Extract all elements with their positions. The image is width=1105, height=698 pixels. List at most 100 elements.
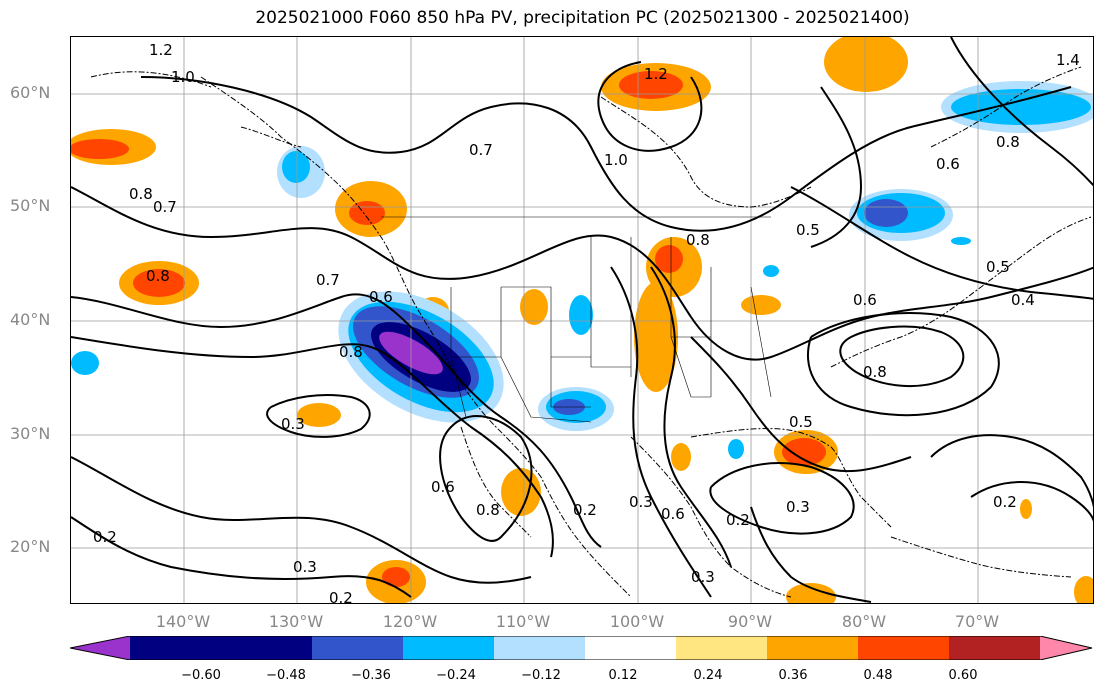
contour-label: 1.2 — [149, 41, 173, 59]
political-borders — [381, 216, 772, 423]
longitude-label: 130°W — [268, 612, 324, 631]
colorbar-tick: 0.12 — [608, 668, 638, 683]
shade-positive-strong — [619, 71, 683, 99]
colorbar-segment — [585, 636, 676, 660]
contour-label: 0.3 — [691, 568, 715, 586]
shade-negative-mid — [864, 199, 908, 227]
contour-label: 0.8 — [686, 231, 710, 249]
colorbar-segment — [130, 636, 221, 660]
contour-label: 0.8 — [339, 343, 363, 361]
colorbar-segment — [1040, 636, 1092, 660]
colorbar — [70, 636, 1093, 660]
colorbar-tick: 0.48 — [863, 668, 893, 683]
shade-positive-strong — [71, 139, 129, 159]
contour-label: 0.3 — [629, 493, 653, 511]
colorbar-segment — [676, 636, 767, 660]
shade-negative — [728, 439, 744, 459]
colorbar-tick: 0.24 — [693, 668, 723, 683]
contour-label: 1.2 — [644, 65, 668, 83]
contour-label: 0.7 — [469, 141, 493, 159]
colorbar-outline — [70, 636, 1093, 660]
longitude-label: 110°W — [495, 612, 551, 631]
contour-label: 0.2 — [726, 511, 750, 529]
colorbar-tick: −0.48 — [266, 668, 306, 683]
shade-negative — [951, 237, 971, 245]
shade-positive — [1074, 576, 1093, 603]
colorbar-tick: 0.60 — [948, 668, 978, 683]
latitude-label: 20°N — [10, 537, 51, 556]
shade-positive — [1020, 499, 1032, 519]
contour-label: 0.4 — [1011, 291, 1035, 309]
longitude-label: 80°W — [841, 612, 887, 631]
contour-label: 0.6 — [369, 288, 393, 306]
contour-label: 0.6 — [853, 291, 877, 309]
shade-positive — [741, 295, 781, 315]
colorbar-segment — [767, 636, 858, 660]
shade-positive — [671, 443, 691, 471]
shade-positive — [824, 37, 908, 92]
shade-negative — [282, 151, 310, 183]
contour-label: 0.3 — [281, 415, 305, 433]
shade-positive — [520, 289, 548, 325]
latitude-label: 40°N — [10, 310, 51, 329]
pv-contours — [71, 37, 1093, 603]
contour-label: 1.0 — [604, 151, 628, 169]
contour-label: 0.3 — [293, 558, 317, 576]
contour-label: 0.2 — [993, 493, 1017, 511]
colorbar-segment — [858, 636, 949, 660]
map-panel: 1.2 1.0 0.7 1.0 1.2 1.4 0.8 0.6 0.8 0.7 … — [70, 36, 1094, 604]
contour-label: 0.8 — [129, 185, 153, 203]
shade-negative — [763, 265, 779, 277]
contour-labels: 1.2 1.0 0.7 1.0 1.2 1.4 0.8 0.6 0.8 0.7 … — [93, 41, 1080, 604]
contour-label: 0.8 — [863, 363, 887, 381]
contour-label: 0.8 — [476, 501, 500, 519]
shade-positive-strong — [133, 269, 185, 297]
colorbar-tick: −0.12 — [521, 668, 561, 683]
shade-negative — [71, 351, 99, 375]
map-plot: 1.2 1.0 0.7 1.0 1.2 1.4 0.8 0.6 0.8 0.7 … — [71, 37, 1093, 604]
contour-label: 0.7 — [316, 271, 340, 289]
shade-positive — [634, 282, 678, 392]
contour-label: 0.5 — [986, 258, 1010, 276]
shade-negative — [569, 295, 593, 335]
colorbar-tick: −0.24 — [436, 668, 476, 683]
colorbar-segment — [221, 636, 312, 660]
contour-label: 0.6 — [661, 505, 685, 523]
shade-positive-strong — [655, 245, 683, 273]
longitude-label: 70°W — [954, 612, 1000, 631]
longitude-label: 90°W — [727, 612, 773, 631]
colorbar-segment — [70, 636, 130, 660]
gridlines — [71, 37, 1093, 603]
map-title: 2025021000 F060 850 hPa PV, precipitatio… — [255, 8, 910, 28]
colorbar-tick: −0.36 — [351, 668, 391, 683]
contour-label: 0.2 — [573, 501, 597, 519]
longitude-label: 140°W — [155, 612, 211, 631]
contour-label: 0.8 — [996, 133, 1020, 151]
contour-label: 0.3 — [786, 498, 810, 516]
colorbar-tick: 0.36 — [778, 668, 808, 683]
contour-label: 0.2 — [329, 589, 353, 604]
contour-label: 0.5 — [796, 221, 820, 239]
shade-positive — [786, 583, 836, 603]
contour-label: 0.6 — [431, 478, 455, 496]
contour-label: 0.5 — [789, 413, 813, 431]
colorbar-tick: −0.60 — [181, 668, 221, 683]
longitude-label: 100°W — [609, 612, 665, 631]
contour-label: 1.4 — [1056, 51, 1080, 69]
shade-positive — [297, 403, 341, 427]
contour-label: 0.7 — [153, 198, 177, 216]
shade-positive-strong — [782, 438, 826, 466]
latitude-label: 60°N — [10, 83, 51, 102]
shade-negative — [951, 89, 1091, 125]
contour-label: 1.0 — [171, 68, 195, 86]
longitude-label: 120°W — [382, 612, 438, 631]
colorbar-segment — [494, 636, 585, 660]
contour-label: 0.8 — [146, 267, 170, 285]
colorbar-segment — [949, 636, 1040, 660]
shade-positive-strong — [382, 567, 410, 587]
precipitation-shading — [71, 37, 1093, 603]
latitude-label: 50°N — [10, 196, 51, 215]
colorbar-segment — [312, 636, 403, 660]
contour-label: 0.2 — [93, 528, 117, 546]
latitude-label: 30°N — [10, 424, 51, 443]
